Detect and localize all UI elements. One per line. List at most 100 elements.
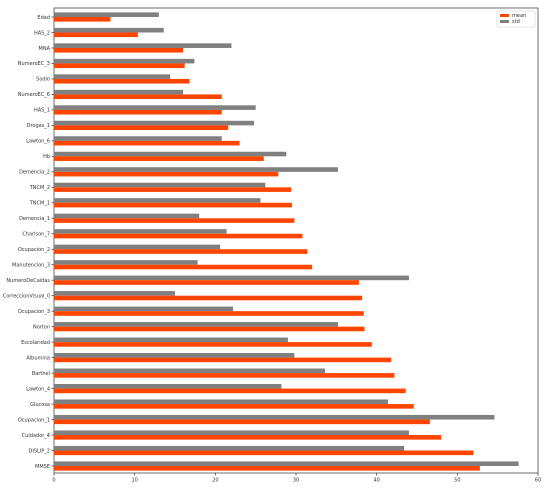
y-tick-label: Hb <box>43 154 50 160</box>
bar-mean-TNCM_2 <box>54 187 292 192</box>
bar-mean-Hb <box>54 156 264 161</box>
y-tick-label: Cuidador_4 <box>22 433 50 439</box>
bar-std-Ocupacion_3 <box>54 306 234 312</box>
bar-mean-Glucosa <box>54 404 414 409</box>
bar-mean-Charlson_7 <box>54 233 303 239</box>
x-tick-label: 30 <box>293 478 299 484</box>
bar-std-Ocupacion_1 <box>54 414 495 420</box>
y-tick-label: Drogas_1 <box>27 123 50 129</box>
bar-std-Demencia_2 <box>54 167 338 172</box>
y-tick-label: Ocupacion_1 <box>18 417 50 423</box>
y-tick-label: MNA <box>39 46 51 52</box>
legend-label-mean: mean <box>512 13 526 19</box>
bar-mean-Demencia_1 <box>54 218 295 223</box>
y-tick-label: TNCM_1 <box>29 201 50 207</box>
bar-std-MNA <box>54 43 232 48</box>
y-tick-label: MMSE <box>35 464 50 470</box>
bar-mean-DISLIP_2 <box>54 450 474 456</box>
y-tick-label: Demencia_1 <box>19 216 50 222</box>
bar-mean-TNCM_1 <box>54 202 292 208</box>
y-tick-label: NumeroEC_6 <box>18 92 50 98</box>
bar-std-NumeroDeCaidas <box>54 275 409 281</box>
y-tick-label: Albumina <box>26 355 50 361</box>
x-tick-label: 60 <box>535 478 541 484</box>
y-tick-label: Ocupacion_2 <box>18 247 50 253</box>
bar-mean-Manutencion_3 <box>54 264 313 270</box>
y-tick-label: Sodio <box>36 77 50 83</box>
bar-mean-CorreccionVisual_0 <box>54 295 363 301</box>
x-tick-label: 50 <box>454 478 460 484</box>
bar-std-Demencia_1 <box>54 213 200 219</box>
bar-mean-Cuidador_4 <box>54 435 442 440</box>
bar-std-Barthel <box>54 368 326 374</box>
x-tick-label: 10 <box>131 478 137 484</box>
bar-mean-Barthel <box>54 373 395 378</box>
y-tick-label: CorreccionVisual_0 <box>3 293 50 299</box>
bar-mean-Edad <box>54 17 111 22</box>
y-tick-label: NumeroEC_3 <box>18 61 50 67</box>
y-tick-label: HAS_1 <box>34 108 50 114</box>
bars-layer <box>54 12 519 471</box>
x-axis: 0 10 20 30 40 50 60 <box>52 473 541 484</box>
bar-std-CorreccionVisual_0 <box>54 291 175 296</box>
bar-mean-Sodio <box>54 78 190 84</box>
bar-mean-Albumina <box>54 357 392 363</box>
bar-std-Cuidador_4 <box>54 430 409 436</box>
bar-mean-Demencia_2 <box>54 171 279 177</box>
bar-std-Lawton_6 <box>54 136 222 141</box>
bar-std-HAS_2 <box>54 27 164 33</box>
bar-std-Edad <box>54 12 159 17</box>
x-tick-label: 0 <box>52 478 55 484</box>
y-axis: Edad HAS_2 MNA NumeroEC_3 Sodio NumeroEC_6 HAS… <box>3 15 54 470</box>
y-tick-label: Edad <box>37 15 50 21</box>
bar-mean-Ocupacion_3 <box>54 311 364 316</box>
bar-std-Escolaridad <box>54 337 288 343</box>
bar-std-Glucosa <box>54 399 388 405</box>
bar-std-Lawton_4 <box>54 383 282 389</box>
bar-std-MMSE <box>54 461 519 466</box>
bar-std-Hb <box>54 151 287 157</box>
y-tick-label: Lawton_4 <box>26 386 50 392</box>
y-tick-label: Charlson_7 <box>22 232 50 238</box>
bar-mean-HAS_2 <box>54 32 138 38</box>
bar-mean-Norton <box>54 326 365 332</box>
bar-mean-HAS_1 <box>54 109 222 115</box>
y-tick-label: HAS_2 <box>34 30 50 36</box>
bar-std-Norton <box>54 322 338 327</box>
bar-mean-MNA <box>54 47 184 53</box>
y-tick-label: Barthel <box>32 371 50 377</box>
y-tick-label: TNCM_2 <box>29 185 50 191</box>
bar-std-Sodio <box>54 74 171 79</box>
y-tick-label: Norton <box>33 324 50 330</box>
x-tick-label: 40 <box>373 478 379 484</box>
legend-label-std: std <box>512 19 520 25</box>
bar-std-DISLIP_2 <box>54 445 405 451</box>
bar-std-Drogas_1 <box>54 120 255 126</box>
y-tick-label: Ocupacion_3 <box>18 309 50 315</box>
y-tick-label: Escolaridad <box>21 340 50 346</box>
bar-std-Charlson_7 <box>54 229 227 234</box>
bar-mean-Lawton_4 <box>54 388 406 394</box>
legend-swatch-mean <box>500 14 509 17</box>
bar-mean-Escolaridad <box>54 342 372 347</box>
y-tick-label: Lawton_6 <box>26 139 50 145</box>
y-tick-label: NumeroDeCaidas <box>6 278 50 284</box>
y-tick-label: Demencia_2 <box>19 170 50 176</box>
bar-std-HAS_1 <box>54 105 256 110</box>
bar-std-NumeroEC_6 <box>54 89 184 95</box>
bar-std-TNCM_1 <box>54 198 261 203</box>
bar-mean-Ocupacion_1 <box>54 419 430 425</box>
y-tick-label: Manutencion_3 <box>12 263 50 269</box>
bar-mean-Lawton_6 <box>54 140 240 146</box>
bar-mean-MMSE <box>54 466 480 471</box>
bar-std-Manutencion_3 <box>54 260 198 265</box>
bar-mean-NumeroEC_3 <box>54 63 185 69</box>
legend-swatch-std <box>500 20 509 23</box>
bar-std-Ocupacion_2 <box>54 244 221 250</box>
y-tick-label: DISLIP_2 <box>29 448 50 454</box>
bar-std-TNCM_2 <box>54 182 266 188</box>
bar-mean-NumeroDeCaidas <box>54 280 359 285</box>
